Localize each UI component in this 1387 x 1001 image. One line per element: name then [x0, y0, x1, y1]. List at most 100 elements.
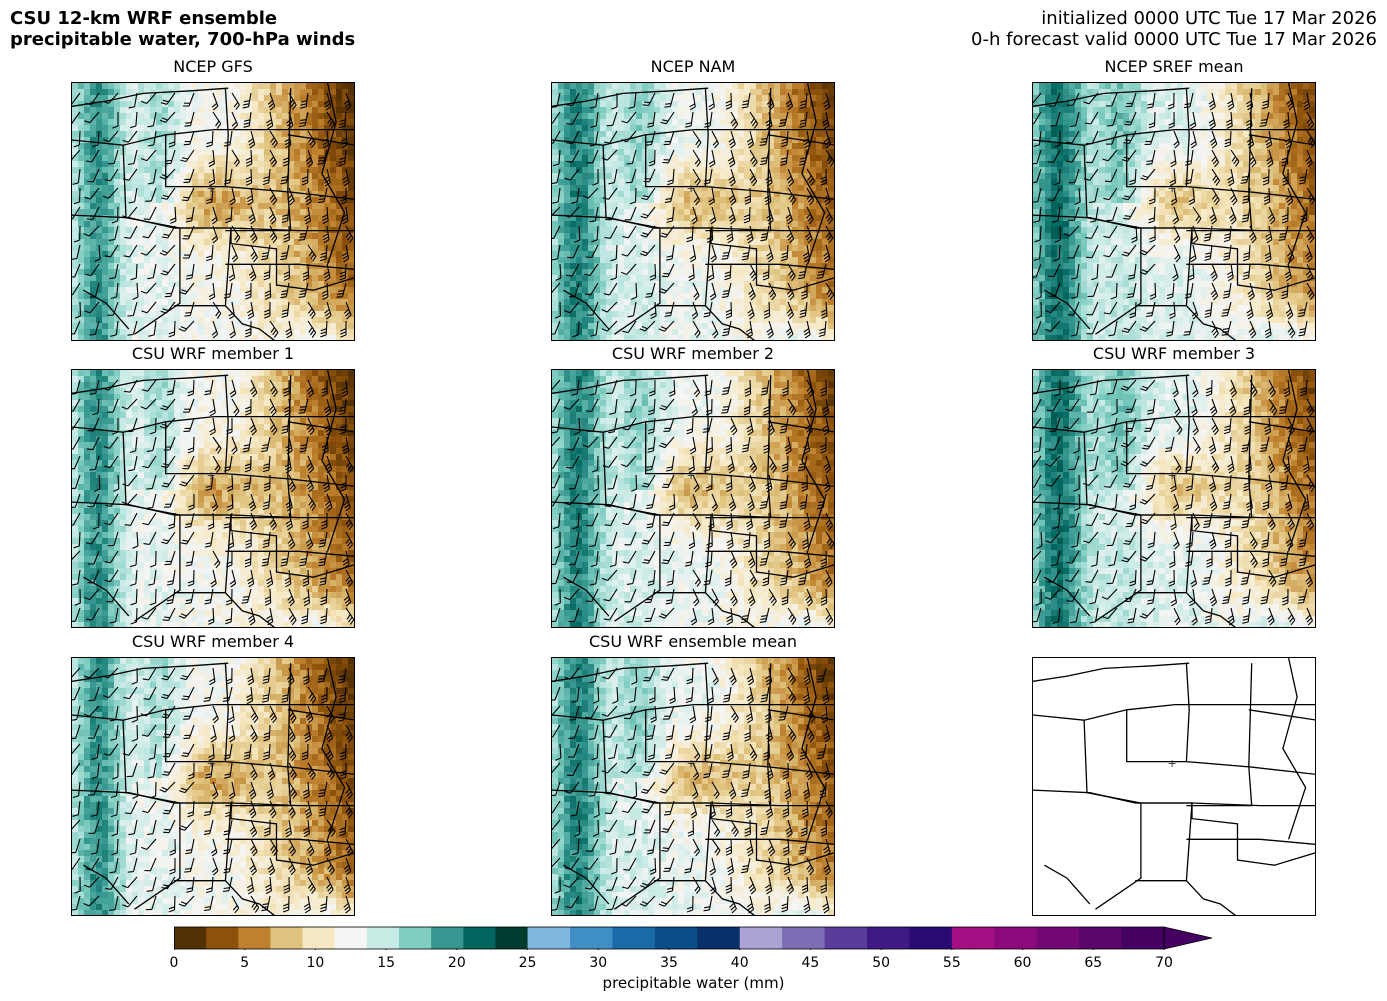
panel-title: CSU WRF member 3: [1032, 344, 1316, 364]
colorbar-swatch: [437, 927, 445, 949]
colorbar-swatch: [934, 927, 944, 949]
colorbar-swatch: [219, 927, 227, 949]
map-panel: NCEP NAM +: [551, 57, 835, 341]
colorbar-swatch: [731, 927, 741, 949]
colorbar-swatch: [900, 927, 911, 949]
colorbar-tick-label: 30: [589, 955, 607, 971]
colorbar-swatch: [521, 927, 529, 949]
colorbar-swatch: [482, 927, 490, 949]
colorbar-swatch: [489, 927, 497, 949]
colorbar-swatch: [722, 927, 732, 949]
wind-barbs: [552, 379, 834, 627]
colorbar-swatch: [444, 927, 452, 949]
colorbar-swatch: [1036, 927, 1046, 949]
colorbar-tick-label: 0: [170, 955, 179, 971]
location-marker-icon: +: [1168, 182, 1177, 195]
figure-title: CSU 12-km WRF ensemble precipitable wate…: [10, 8, 355, 50]
map-canvas: +: [1033, 83, 1315, 340]
colorbar-tick-label: 60: [1014, 955, 1032, 971]
colorbar-swatch: [1138, 927, 1148, 949]
colorbar: [174, 926, 1213, 950]
colorbar-swatch: [373, 927, 381, 949]
map-panel: CSU WRF member 3 +: [1032, 344, 1316, 628]
location-marker-icon: +: [687, 469, 696, 482]
map-panel: NCEP GFS +: [71, 57, 355, 341]
precipitable-water-map: +: [551, 82, 835, 341]
colorbar-swatch: [926, 927, 936, 949]
colorbar-swatch: [578, 927, 588, 949]
wind-barbs: [72, 92, 354, 340]
colorbar-swatch: [1019, 927, 1029, 949]
colorbar-swatch: [424, 927, 432, 949]
map-panel: CSU WRF ensemble mean +: [551, 632, 835, 916]
map-canvas: +: [1033, 370, 1315, 627]
colorbar-swatch: [909, 927, 919, 949]
colorbar-swatch: [671, 927, 681, 949]
wind-barbs: [72, 667, 354, 915]
colorbar-tick-label: 40: [731, 955, 749, 971]
colorbar-swatch: [392, 927, 400, 949]
colorbar-swatch: [379, 927, 387, 949]
colorbar-tick-label: 55: [943, 955, 961, 971]
colorbar-swatch: [595, 927, 605, 949]
colorbar-swatch: [875, 927, 885, 949]
colorbar-swatch: [561, 927, 571, 949]
colorbar-swatch: [985, 927, 995, 949]
colorbar-swatch: [405, 927, 413, 949]
colorbar-swatch: [867, 927, 877, 949]
wind-barbs: [1033, 92, 1315, 340]
colorbar-swatch: [570, 927, 580, 949]
colorbar-swatch: [1002, 927, 1012, 949]
pw-field: [72, 370, 354, 627]
location-marker-icon: +: [1168, 757, 1177, 770]
map-canvas: +: [72, 370, 354, 627]
colorbar-swatch: [296, 927, 304, 949]
location-marker-icon: +: [207, 469, 216, 482]
colorbar-swatch: [276, 927, 284, 949]
forecast-time-info: initialized 0000 UTC Tue 17 Mar 2026 0-h…: [971, 8, 1377, 50]
colorbar-swatch: [637, 927, 647, 949]
precipitable-water-map: +: [551, 657, 835, 916]
colorbar-swatch: [968, 927, 978, 949]
init-time: initialized 0000 UTC Tue 17 Mar 2026: [971, 8, 1377, 29]
valid-time: 0-h forecast valid 0000 UTC Tue 17 Mar 2…: [971, 29, 1377, 50]
colorbar-tick-label: 65: [1084, 955, 1102, 971]
colorbar-swatch: [612, 927, 622, 949]
colorbar-tick-label: 50: [872, 955, 890, 971]
colorbar-swatch: [1104, 927, 1114, 949]
map-canvas: +: [72, 83, 354, 340]
state-boundaries: [1033, 658, 1315, 915]
colorbar-swatch: [283, 927, 291, 949]
location-marker-icon: +: [687, 757, 696, 770]
map-panel: NCEP SREF mean +: [1032, 57, 1316, 341]
colorbar-swatch: [347, 927, 355, 949]
colorbar-tick-label: 25: [519, 955, 537, 971]
colorbar-swatch: [186, 927, 194, 949]
colorbar-swatch: [1096, 927, 1106, 949]
colorbar-swatch: [1087, 927, 1097, 949]
colorbar-swatch: [1155, 927, 1165, 949]
colorbar-swatch: [858, 927, 868, 949]
colorbar-swatch: [1053, 927, 1063, 949]
colorbar-tick-label: 45: [802, 955, 820, 971]
title-line-1: CSU 12-km WRF ensemble: [10, 8, 355, 29]
map-panel: CSU WRF member 4 +: [71, 632, 355, 916]
colorbar-tick-label: 5: [240, 955, 249, 971]
location-marker-icon: +: [1168, 469, 1177, 482]
colorbar-swatch: [180, 927, 188, 949]
colorbar-swatch: [917, 927, 927, 949]
location-marker-icon: +: [207, 757, 216, 770]
colorbar-swatch: [807, 927, 817, 949]
colorbar-swatch: [450, 927, 458, 949]
colorbar-tick-label: 35: [660, 955, 678, 971]
colorbar-swatch: [456, 927, 464, 949]
colorbar-swatch: [334, 927, 342, 949]
colorbar-swatch: [257, 927, 265, 949]
colorbar-swatch: [1070, 927, 1080, 949]
panel-basemap: +: [1032, 657, 1316, 916]
colorbar-swatch: [833, 927, 843, 949]
colorbar-extend-arrow: [1163, 926, 1213, 950]
precipitable-water-map: +: [71, 369, 355, 628]
panel-title: NCEP GFS: [71, 57, 355, 77]
pw-field: [552, 658, 834, 915]
